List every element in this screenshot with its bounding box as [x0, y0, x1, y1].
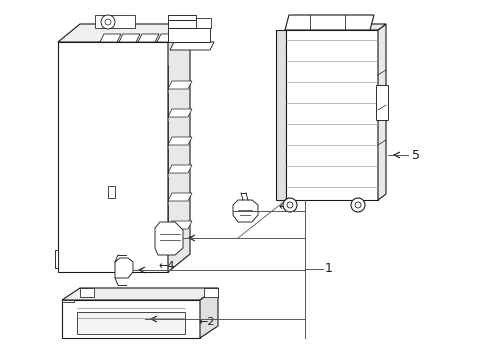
Bar: [108, 186, 115, 198]
Polygon shape: [286, 24, 386, 30]
Polygon shape: [168, 221, 192, 229]
Circle shape: [101, 15, 115, 29]
Circle shape: [287, 202, 293, 208]
Text: ←2: ←2: [198, 317, 215, 327]
Polygon shape: [95, 15, 135, 28]
Polygon shape: [138, 34, 159, 42]
Bar: [196, 18, 211, 28]
Polygon shape: [168, 165, 192, 173]
Polygon shape: [378, 24, 386, 200]
Text: 1: 1: [325, 262, 333, 275]
Polygon shape: [168, 193, 192, 201]
Polygon shape: [62, 300, 200, 338]
Bar: [77, 312, 185, 334]
Polygon shape: [170, 42, 214, 50]
Polygon shape: [80, 288, 94, 297]
Polygon shape: [168, 28, 210, 42]
Polygon shape: [285, 15, 374, 30]
Polygon shape: [62, 300, 74, 302]
Polygon shape: [62, 288, 218, 300]
Polygon shape: [55, 250, 58, 268]
Polygon shape: [115, 258, 133, 278]
Polygon shape: [168, 15, 196, 20]
Polygon shape: [204, 288, 218, 297]
Circle shape: [351, 198, 365, 212]
Polygon shape: [168, 24, 190, 272]
Text: 5: 5: [412, 149, 420, 162]
Polygon shape: [100, 34, 121, 42]
Circle shape: [283, 198, 297, 212]
Polygon shape: [168, 20, 205, 28]
Polygon shape: [168, 109, 192, 117]
Polygon shape: [233, 200, 258, 222]
Polygon shape: [155, 222, 183, 255]
Polygon shape: [286, 30, 378, 200]
Polygon shape: [168, 137, 192, 145]
Polygon shape: [200, 288, 218, 338]
Polygon shape: [168, 81, 192, 89]
Text: ←4: ←4: [158, 261, 175, 271]
Polygon shape: [119, 34, 140, 42]
Text: ←3: ←3: [279, 202, 295, 212]
Polygon shape: [58, 42, 168, 272]
Polygon shape: [276, 30, 286, 200]
Circle shape: [355, 202, 361, 208]
Bar: [376, 85, 388, 120]
Polygon shape: [58, 24, 190, 42]
Polygon shape: [157, 34, 178, 42]
Circle shape: [105, 19, 111, 25]
